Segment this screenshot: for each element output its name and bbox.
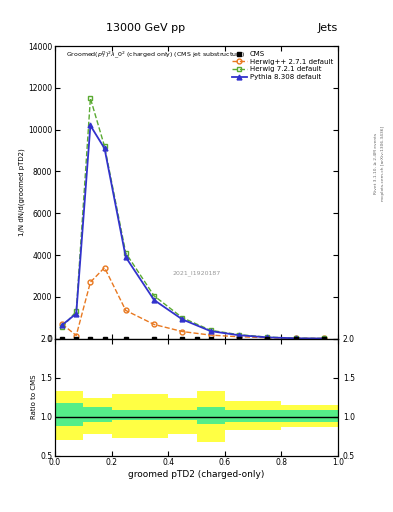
Text: mcplots.cern.ch [arXiv:1306.3436]: mcplots.cern.ch [arXiv:1306.3436] [381,126,385,201]
CMS [194,335,199,342]
Pythia 8.308 default [180,316,185,323]
CMS [123,335,128,342]
Pythia 8.308 default [237,332,241,338]
Line: CMS: CMS [60,336,326,340]
CMS [208,335,213,342]
Pythia 8.308 default [74,310,79,316]
Herwig++ 2.7.1 default [208,332,213,338]
Text: 2021_I1920187: 2021_I1920187 [173,270,220,276]
Text: Jets: Jets [318,23,338,33]
Pythia 8.308 default [123,254,128,260]
Text: 13000 GeV pp: 13000 GeV pp [106,23,185,33]
X-axis label: groomed pTD2 (charged-only): groomed pTD2 (charged-only) [128,470,265,479]
Herwig++ 2.7.1 default [60,321,64,327]
Pythia 8.308 default [88,122,93,129]
Pythia 8.308 default [102,145,107,152]
Herwig++ 2.7.1 default [102,265,107,271]
Pythia 8.308 default [208,328,213,334]
Line: Herwig 7.2.1 default: Herwig 7.2.1 default [60,96,326,341]
CMS [321,335,326,342]
Pythia 8.308 default [60,322,64,328]
Text: Rivet 3.1.10, ≥ 2.4M events: Rivet 3.1.10, ≥ 2.4M events [375,133,378,195]
Herwig++ 2.7.1 default [123,307,128,313]
Herwig 7.2.1 default [60,324,64,330]
Herwig++ 2.7.1 default [237,334,241,340]
CMS [102,335,107,342]
CMS [88,335,93,342]
Herwig++ 2.7.1 default [74,332,79,338]
CMS [265,335,270,342]
CMS [237,335,241,342]
CMS [74,335,79,342]
Herwig 7.2.1 default [74,308,79,314]
Pythia 8.308 default [321,335,326,342]
Herwig 7.2.1 default [265,334,270,340]
Herwig 7.2.1 default [237,332,241,338]
Line: Herwig++ 2.7.1 default: Herwig++ 2.7.1 default [60,265,326,341]
CMS [293,335,298,342]
Y-axis label: 1/N dN/d(groomed pTD2): 1/N dN/d(groomed pTD2) [19,148,25,236]
Pythia 8.308 default [293,335,298,342]
Herwig++ 2.7.1 default [88,279,93,285]
Herwig 7.2.1 default [208,327,213,333]
Herwig 7.2.1 default [123,250,128,256]
Herwig++ 2.7.1 default [152,322,156,328]
Herwig 7.2.1 default [321,335,326,342]
Herwig++ 2.7.1 default [293,335,298,342]
Text: Groomed$(p_T^D)^2\lambda\_0^2$ (charged only) (CMS jet substructure): Groomed$(p_T^D)^2\lambda\_0^2$ (charged … [66,49,246,60]
Herwig 7.2.1 default [152,293,156,299]
Pythia 8.308 default [152,297,156,303]
CMS [180,335,185,342]
Herwig 7.2.1 default [102,143,107,150]
Line: Pythia 8.308 default: Pythia 8.308 default [60,123,326,341]
Legend: CMS, Herwig++ 2.7.1 default, Herwig 7.2.1 default, Pythia 8.308 default: CMS, Herwig++ 2.7.1 default, Herwig 7.2.… [230,50,334,81]
CMS [60,335,64,342]
Pythia 8.308 default [265,334,270,340]
Herwig 7.2.1 default [293,335,298,342]
Herwig 7.2.1 default [180,315,185,321]
Herwig++ 2.7.1 default [265,335,270,341]
Y-axis label: Ratio to CMS: Ratio to CMS [31,375,37,419]
Herwig 7.2.1 default [88,95,93,101]
Herwig++ 2.7.1 default [321,335,326,342]
Herwig++ 2.7.1 default [180,329,185,335]
CMS [152,335,156,342]
